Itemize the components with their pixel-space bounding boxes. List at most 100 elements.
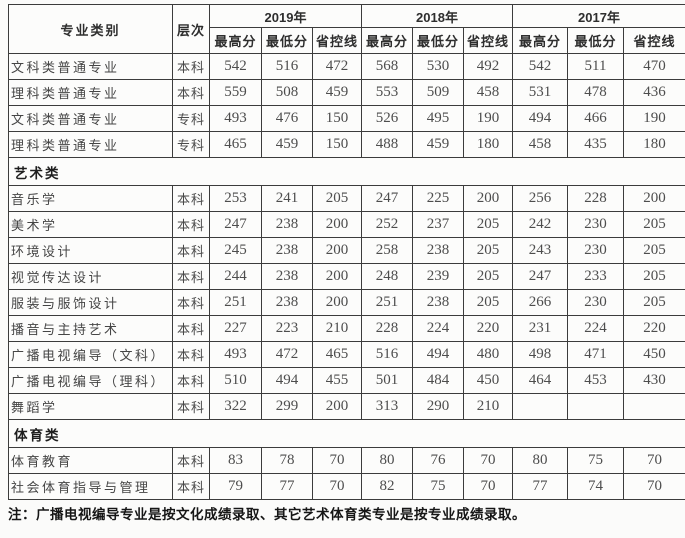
footnote: 注：广播电视编导专业是按文化成绩录取、其它艺术体育类专业是按专业成绩录取。	[8, 507, 526, 522]
score-cell: 70	[463, 473, 513, 500]
score-cell: 77	[512, 473, 568, 500]
score-cell: 494	[261, 367, 313, 394]
score-cell: 436	[623, 79, 685, 106]
score-cell: 80	[512, 447, 568, 474]
table-row: 文科类普通专业 专科 493 476 150 526 495 190 494 466 190	[8, 105, 685, 132]
level-cell: 本科	[172, 79, 210, 106]
column-header-year-2019: 2019年	[209, 4, 362, 28]
table-row: 社会体育指导与管理 本科 79 77 70 82 75 70 77 74 70	[8, 473, 685, 500]
column-header-year-2017: 2017年	[512, 4, 685, 28]
score-cell: 488	[361, 131, 413, 158]
score-cell: 516	[261, 53, 313, 80]
score-cell: 79	[209, 473, 262, 500]
score-cell: 476	[261, 105, 313, 132]
level-cell: 专科	[172, 131, 210, 158]
major-cell: 理科类普通专业	[8, 79, 173, 106]
score-cell: 258	[361, 237, 413, 264]
score-cell: 559	[209, 79, 262, 106]
score-cell: 241	[261, 185, 313, 212]
score-cell: 205	[463, 263, 513, 290]
major-cell: 社会体育指导与管理	[8, 473, 173, 500]
score-cell: 511	[567, 53, 624, 80]
column-header-level: 层次	[172, 4, 210, 54]
table-row: 环境设计 本科 245 238 200 258 238 205 243 230 205	[8, 237, 685, 264]
score-cell: 205	[463, 237, 513, 264]
score-cell: 251	[209, 289, 262, 316]
table-row: 文科类普通专业 本科 542 516 472 568 530 492 542 511 470	[8, 53, 685, 80]
score-cell: 542	[209, 53, 262, 80]
column-header-major: 专业类别	[8, 4, 173, 54]
column-header-min-2018: 最低分	[412, 27, 464, 54]
score-cell	[512, 393, 568, 420]
table-row: 美术学 本科 247 238 200 252 237 205 242 230 205	[8, 211, 685, 238]
score-cell	[567, 393, 624, 420]
section-header-row: 艺术类	[8, 157, 685, 186]
score-cell: 465	[312, 341, 362, 368]
table-row: 理科类普通专业 本科 559 508 459 553 509 458 531 478 436	[8, 79, 685, 106]
score-cell: 227	[209, 315, 262, 342]
table-row: 广播电视编导（文科） 本科 493 472 465 516 494 480 498 471 450	[8, 341, 685, 368]
score-cell: 450	[463, 367, 513, 394]
major-cell: 音乐学	[8, 185, 173, 212]
score-cell: 233	[567, 263, 624, 290]
level-cell: 本科	[172, 185, 210, 212]
score-cell: 190	[623, 105, 685, 132]
score-cell: 471	[567, 341, 624, 368]
level-cell: 本科	[172, 315, 210, 342]
column-header-cutoff-2017: 省控线	[623, 27, 685, 54]
table-row: 视觉传达设计 本科 244 238 200 248 239 205 247 233 205	[8, 263, 685, 290]
score-cell: 531	[512, 79, 568, 106]
major-cell: 环境设计	[8, 237, 173, 264]
section-title: 体育类	[8, 419, 685, 448]
score-cell: 205	[463, 289, 513, 316]
score-cell: 75	[412, 473, 464, 500]
score-cell: 200	[463, 185, 513, 212]
score-cell: 225	[412, 185, 464, 212]
score-cell: 247	[209, 211, 262, 238]
score-cell: 568	[361, 53, 413, 80]
score-cell: 498	[512, 341, 568, 368]
score-cell: 205	[312, 185, 362, 212]
major-cell: 文科类普通专业	[8, 53, 173, 80]
score-cell: 470	[623, 53, 685, 80]
score-cell: 516	[361, 341, 413, 368]
score-cell: 245	[209, 237, 262, 264]
score-cell: 526	[361, 105, 413, 132]
score-cell: 464	[512, 367, 568, 394]
table-header: 专业类别 层次 2019年 2018年 2017年 最高分 最低分 省控线 最高…	[8, 4, 685, 54]
score-cell: 435	[567, 131, 624, 158]
score-cell: 472	[261, 341, 313, 368]
score-cell: 542	[512, 53, 568, 80]
score-cell: 251	[361, 289, 413, 316]
score-cell: 238	[261, 211, 313, 238]
year-header-row: 专业类别 层次 2019年 2018年 2017年	[8, 4, 685, 54]
score-cell: 313	[361, 393, 413, 420]
score-cell: 200	[312, 289, 362, 316]
score-cell: 205	[623, 263, 685, 290]
score-cell: 230	[567, 237, 624, 264]
score-cell: 70	[623, 473, 685, 500]
score-cell: 228	[361, 315, 413, 342]
level-cell: 本科	[172, 447, 210, 474]
score-cell: 200	[312, 237, 362, 264]
column-header-cutoff-2019: 省控线	[312, 27, 362, 54]
score-cell: 466	[567, 105, 624, 132]
major-cell: 文科类普通专业	[8, 105, 173, 132]
score-cell: 509	[412, 79, 464, 106]
score-cell: 322	[209, 393, 262, 420]
level-cell: 本科	[172, 341, 210, 368]
level-cell: 专科	[172, 105, 210, 132]
score-cell: 256	[512, 185, 568, 212]
score-cell: 238	[261, 263, 313, 290]
score-cell: 484	[412, 367, 464, 394]
level-cell: 本科	[172, 367, 210, 394]
major-cell: 美术学	[8, 211, 173, 238]
score-cell: 200	[623, 185, 685, 212]
score-cell: 290	[412, 393, 464, 420]
major-cell: 舞蹈学	[8, 393, 173, 420]
score-cell: 492	[463, 53, 513, 80]
score-cell: 266	[512, 289, 568, 316]
score-cell: 430	[623, 367, 685, 394]
score-cell: 553	[361, 79, 413, 106]
score-cell: 501	[361, 367, 413, 394]
